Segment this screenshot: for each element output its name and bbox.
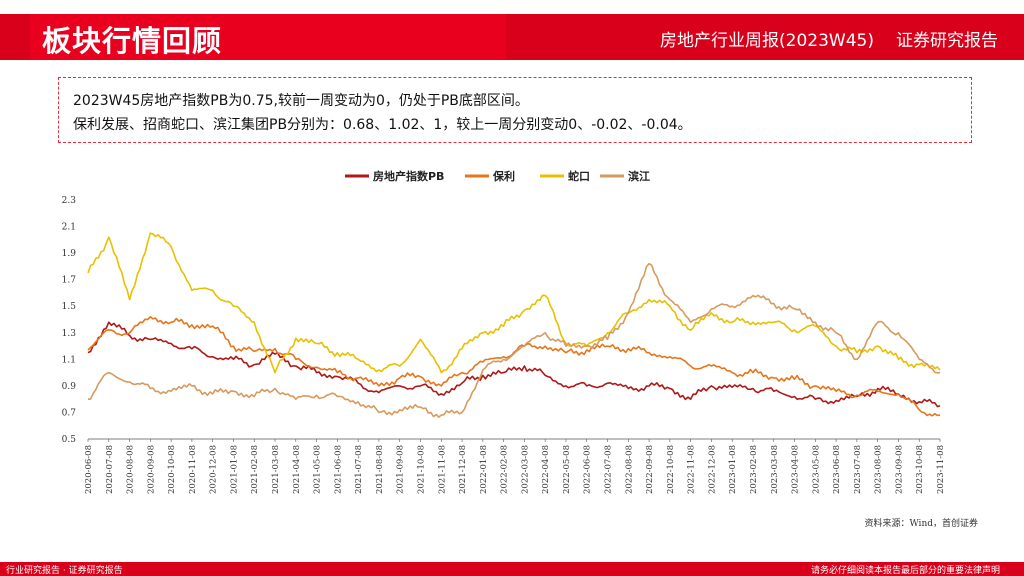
y-tick-label: 0.9	[62, 382, 77, 392]
x-tick-label: 2023-10-08	[915, 445, 925, 494]
x-tick-label: 2022-01-08	[479, 445, 489, 494]
y-tick-label: 2.3	[62, 196, 77, 206]
x-tick-label: 2022-04-08	[541, 445, 551, 494]
x-tick-label: 2023-08-08	[874, 445, 884, 494]
x-tick-label: 2020-06-08	[84, 445, 94, 494]
x-tick-label: 2021-03-08	[271, 445, 281, 494]
x-tick-label: 2021-06-08	[333, 445, 343, 494]
x-tick-label: 2020-07-08	[105, 445, 115, 494]
x-tick-label: 2020-12-08	[209, 445, 219, 494]
legend-label-2: 保利	[492, 169, 515, 183]
x-tick-label: 2021-04-08	[292, 445, 302, 494]
legend-label-1: 房地产指数PB	[373, 169, 444, 183]
x-tick-label: 2020-08-08	[126, 445, 136, 494]
x-tick-label: 2021-12-08	[458, 445, 468, 494]
y-tick-label: 0.7	[62, 408, 77, 418]
series-line-1	[87, 321, 941, 408]
x-tick-label: 2022-02-08	[500, 445, 510, 494]
y-tick-label: 1.3	[62, 329, 77, 339]
x-tick-label: 2021-10-08	[416, 445, 426, 494]
report-name: 房地产行业周报(2023W45)	[660, 31, 874, 51]
x-tick-label: 2021-02-08	[250, 445, 260, 494]
x-tick-label: 2021-08-08	[375, 445, 385, 494]
page-title: 板块行情回顾	[42, 24, 223, 58]
footer-bar: 行业研究报告 · 证券研究报告 请务必仔细阅读本报告最后部分的重要法律声明	[0, 562, 1024, 576]
x-tick-label: 2021-07-08	[354, 445, 364, 494]
y-tick-label: 1.5	[62, 302, 77, 312]
x-tick-label: 2023-11-08	[936, 445, 946, 494]
footer-disclaimer: 请务必仔细阅读本报告最后部分的重要法律声明	[810, 566, 1000, 576]
y-tick-label: 1.1	[62, 355, 76, 365]
x-tick-label: 2022-10-08	[666, 445, 676, 494]
report-title: 房地产行业周报(2023W45) 证券研究报告	[638, 26, 998, 51]
x-tick-label: 2022-07-08	[604, 445, 614, 494]
x-tick-label: 2023-07-08	[853, 445, 863, 494]
x-tick-label: 2022-05-08	[562, 445, 572, 494]
x-tick-label: 2020-11-08	[188, 445, 198, 494]
x-tick-label: 2021-05-08	[313, 445, 323, 494]
x-tick-label: 2021-09-08	[396, 445, 406, 494]
x-tick-label: 2022-09-08	[645, 445, 655, 494]
summary-line-2: 保利发展、招商蛇口、滨江集团PB分别为：0.68、1.02、1，较上一周分别变动…	[73, 117, 692, 133]
x-tick-label: 2023-02-08	[749, 445, 759, 494]
x-tick-label: 2023-05-08	[811, 445, 821, 494]
x-tick-label: 2021-11-08	[437, 445, 447, 494]
x-tick-label: 2023-03-08	[770, 445, 780, 494]
x-tick-label: 2022-08-08	[624, 445, 634, 494]
series-line-2	[87, 316, 941, 417]
pb-line-chart: 2.3 2.1 1.9 1.7 1.5 1.3 1.1 0.9 0.7 0.5 2020-06-08…	[62, 169, 946, 494]
x-tick-label: 2023-01-08	[728, 445, 738, 494]
report-type: 证券研究报告	[896, 31, 998, 51]
x-tick-label: 2023-04-08	[791, 445, 801, 494]
summary-line-1: 2023W45房地产指数PB为0.75,较前一周变动为0，仍处于PB底部区间。	[73, 93, 529, 109]
legend-label-3: 蛇口	[568, 169, 590, 183]
y-tick-label: 2.1	[62, 223, 76, 233]
x-tick-label: 2022-11-08	[687, 445, 697, 494]
x-tick-label: 2022-06-08	[583, 445, 593, 494]
x-tick-label: 2023-09-08	[894, 445, 904, 494]
series-line-4	[87, 262, 941, 418]
y-tick-label: 1.9	[62, 249, 77, 259]
x-tick-label: 2022-03-08	[520, 445, 530, 494]
x-tick-label: 2020-09-08	[146, 445, 156, 494]
series-line-3	[87, 232, 941, 374]
x-tick-label: 2022-12-08	[707, 445, 717, 494]
summary-box: 2023W45房地产指数PB为0.75,较前一周变动为0，仍处于PB底部区间。 …	[58, 77, 972, 143]
x-tick-label: 2021-01-08	[229, 445, 239, 494]
title-tab	[30, 14, 506, 60]
y-tick-label: 0.5	[62, 435, 77, 445]
y-tick-label: 1.7	[62, 276, 77, 286]
legend-label-4: 滨江	[628, 169, 650, 183]
header-bar: 板块行情回顾 房地产行业周报(2023W45) 证券研究报告	[0, 14, 1024, 60]
footer-left-text: 行业研究报告 · 证券研究报告	[6, 566, 123, 576]
x-tick-label: 2023-06-08	[832, 445, 842, 494]
chart-source: 资料来源：Wind，首创证券	[864, 519, 978, 529]
x-tick-label: 2020-10-08	[167, 445, 177, 494]
